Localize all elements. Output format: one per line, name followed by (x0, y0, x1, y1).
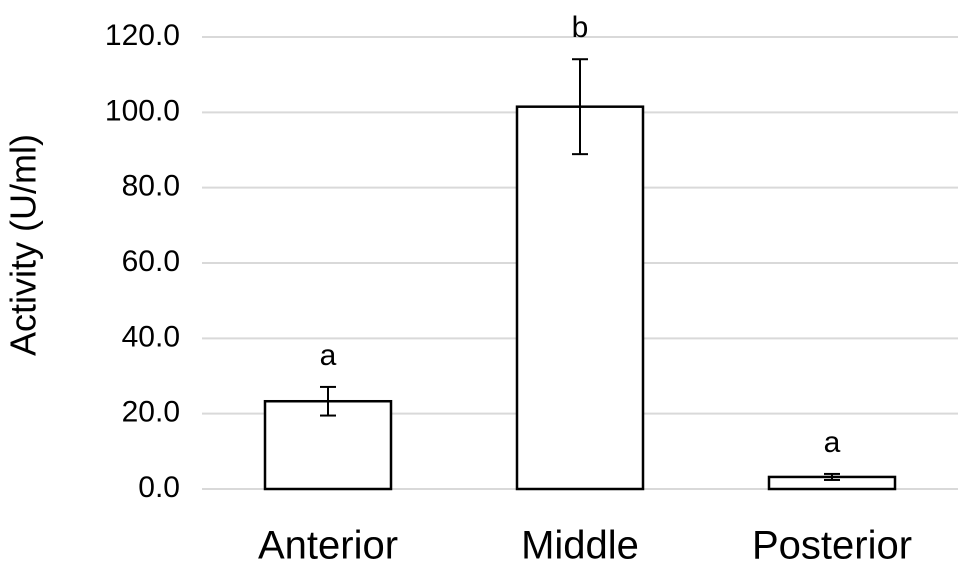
x-tick-label: Middle (521, 524, 639, 568)
x-tick-label: Posterior (752, 524, 912, 568)
y-tick-label: 60.0 (122, 245, 180, 278)
y-tick-label: 120.0 (105, 19, 180, 52)
significance-label: a (320, 339, 337, 372)
y-axis-title: Activity (U/ml) (3, 134, 44, 356)
x-tick-label: Anterior (258, 524, 398, 568)
significance-label: b (572, 11, 589, 44)
error-bar (320, 385, 336, 417)
error-bar (824, 472, 840, 481)
y-tick-label: 20.0 (122, 396, 180, 429)
y-tick-label: 40.0 (122, 320, 180, 353)
y-tick-label: 100.0 (105, 94, 180, 127)
y-tick-label: 80.0 (122, 170, 180, 203)
bar (515, 105, 645, 491)
significance-label: a (824, 426, 841, 459)
error-bar (572, 58, 588, 156)
y-tick-label: 0.0 (138, 471, 180, 504)
